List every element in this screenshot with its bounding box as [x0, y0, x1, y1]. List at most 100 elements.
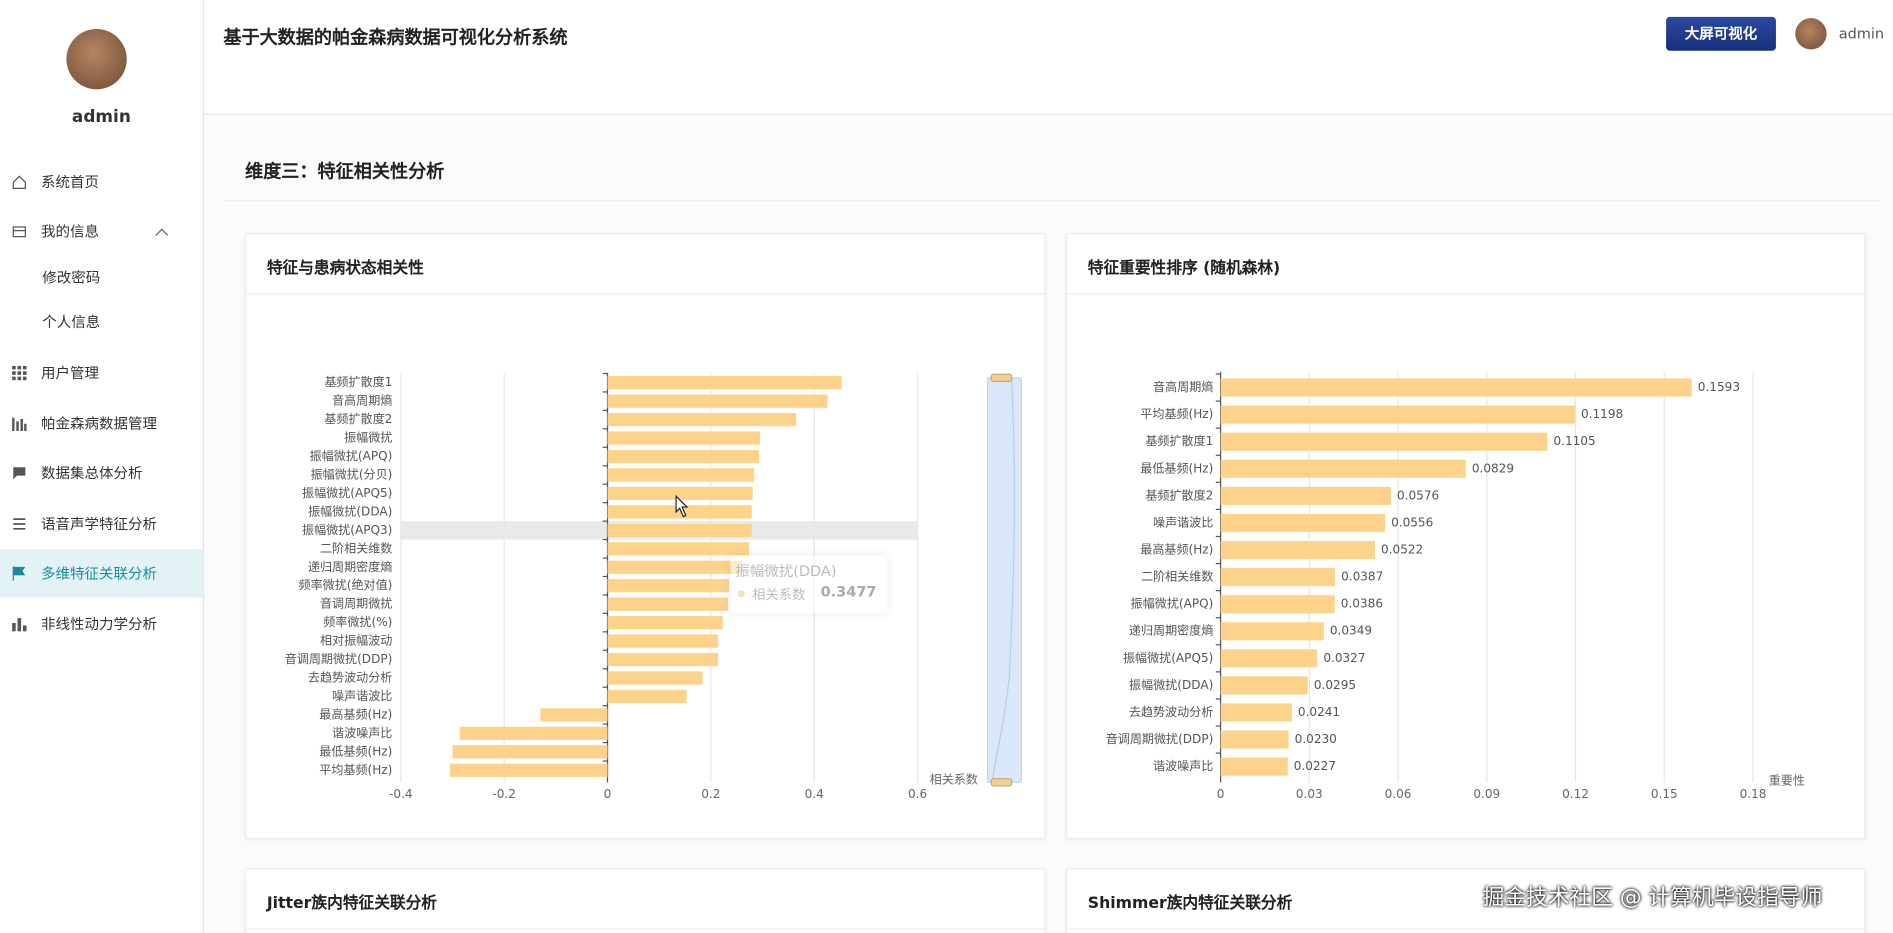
chevron	[155, 228, 169, 236]
y-tick-label: 噪声谐波比	[332, 689, 392, 703]
y-tick-label: 频率微扰(绝对值)	[299, 577, 393, 592]
chart-card: 特征重要性排序 (随机森林)	[1066, 233, 1866, 840]
bar	[607, 634, 719, 648]
y-tick-label: 音高周期熵	[1153, 379, 1213, 394]
value-label: 0.0576	[1397, 488, 1439, 502]
y-tick-label: 振幅微扰(APQ5)	[302, 485, 392, 500]
icon	[12, 175, 26, 189]
y-tick-label: 振幅微扰(DDA)	[1129, 677, 1213, 692]
header: 基于大数据的帕金森病数据可视化分析系统 大屏可视化 admin	[204, 0, 1893, 115]
menu-text: 我的信息	[41, 223, 100, 241]
y-tick-label: 振幅微扰(APQ)	[1131, 596, 1214, 611]
x-tick-label: 0.15	[1651, 787, 1678, 801]
bar	[607, 689, 687, 704]
divider	[223, 200, 1881, 202]
chart-card: Jitter族内特征关联分析	[245, 868, 1046, 933]
y-tick-label: 最低基频(Hz)	[319, 744, 392, 758]
avatar[interactable]	[66, 28, 127, 90]
value-label: 0.0556	[1391, 515, 1433, 529]
x-tick-label: 0.06	[1385, 787, 1412, 801]
bar	[1220, 703, 1292, 722]
bar	[607, 486, 753, 501]
y-tick-label: 平均基频(Hz)	[319, 763, 392, 777]
y-tick-label: 音调周期微扰(DDP)	[285, 651, 393, 666]
bar	[1220, 459, 1466, 478]
menu-text: 修改密码	[42, 269, 101, 287]
menu-text: 帕金森病数据管理	[41, 415, 157, 433]
bar	[607, 597, 728, 611]
y-tick-label: 音调周期微扰	[320, 596, 392, 611]
value-label: 0.0349	[1330, 624, 1372, 638]
tooltip-label: 相关系数	[752, 586, 806, 603]
y-tick-label: 去趋势波动分析	[308, 670, 392, 684]
axis-title: 相关系数	[930, 771, 978, 786]
bar	[607, 671, 703, 685]
y-tick-label: 振幅微扰(APQ3)	[302, 522, 392, 537]
sidebar: admin 系统首页 我的信息 修改密码 个人信息 用户管理 帕金森病数据管理 …	[0, 0, 205, 933]
dashboard-button[interactable]: 大屏可视化	[1666, 16, 1776, 51]
y-tick-label: 振幅微扰(APQ5)	[1123, 650, 1213, 665]
bar	[607, 615, 723, 630]
bar	[607, 394, 828, 408]
y-tick-label: 最高基频(Hz)	[1140, 542, 1213, 557]
divider	[246, 928, 1045, 930]
menu-text: 数据集总体分析	[41, 464, 143, 482]
menu-item[interactable]: 我的信息	[0, 208, 203, 256]
bar	[607, 523, 752, 537]
icon	[12, 618, 27, 632]
y-tick-label: 振幅微扰(分贝)	[311, 466, 393, 481]
y-tick-label: 二阶相关维数	[320, 540, 392, 555]
bar	[452, 745, 608, 759]
menu-item[interactable]: 帕金森病数据管理	[0, 400, 203, 448]
tooltip: 振幅微扰(DDA) 相关系数 0.3477	[730, 555, 888, 614]
y-tick-label: 二阶相关维数	[1141, 569, 1213, 584]
user-name[interactable]: admin	[1838, 25, 1885, 43]
x-tick-label: -0.4	[389, 787, 413, 801]
value-label: 0.0829	[1472, 461, 1514, 475]
bar	[1220, 757, 1288, 776]
value-label: 0.1593	[1698, 380, 1740, 394]
menu-item[interactable]: 用户管理	[0, 349, 203, 397]
y-tick-label: 递归周期密度熵	[308, 559, 392, 574]
icon	[12, 566, 26, 581]
bar	[607, 652, 719, 667]
menu-item[interactable]: 语音声学特征分析	[0, 500, 203, 548]
y-tick-label: 频率微扰(%)	[323, 614, 392, 629]
x-tick-label: 0.12	[1562, 787, 1589, 801]
x-tick-label: -0.2	[492, 787, 516, 801]
menu-item-active[interactable]: 多维特征关联分析	[0, 549, 203, 598]
bar	[1220, 676, 1308, 695]
menu-item[interactable]: 数据集总体分析	[0, 449, 203, 497]
cursor	[675, 494, 689, 518]
bar	[1220, 513, 1386, 532]
value-label: 0.1198	[1581, 407, 1623, 421]
divider	[1067, 928, 1865, 930]
zoom-track	[986, 377, 1022, 783]
value-label: 0.0522	[1381, 543, 1423, 557]
menu-item[interactable]: 非线性动力学分析	[0, 600, 203, 648]
bar	[607, 412, 797, 427]
bar	[607, 376, 842, 390]
user-avatar[interactable]	[1795, 18, 1827, 50]
bar	[1220, 405, 1575, 424]
menu-item[interactable]: 修改密码	[0, 254, 203, 302]
menu-item[interactable]: 个人信息	[0, 298, 203, 346]
y-tick-label: 相对振幅波动	[320, 633, 392, 648]
value-label: 0.0241	[1298, 705, 1340, 719]
watermark: 掘金技术社区 @ 计算机毕设指导师	[1482, 884, 1823, 911]
y-tick-label: 振幅微扰(DDA)	[308, 503, 392, 518]
y-tick-label: 最低基频(Hz)	[1140, 461, 1213, 475]
y-tick-label: 音高周期熵	[332, 393, 392, 408]
y-tick-label: 音调周期微扰(DDP)	[1106, 731, 1214, 746]
card-title: 特征重要性排序 (随机森林)	[1087, 259, 1281, 278]
y-tick-label: 最高基频(Hz)	[319, 706, 392, 721]
y-tick-label: 基频扩散度1	[324, 374, 392, 389]
bar	[459, 726, 608, 740]
y-tick-label: 振幅微扰(APQ)	[310, 448, 393, 463]
value-label: 0.0227	[1294, 759, 1336, 773]
x-tick-label: 0.03	[1296, 787, 1323, 801]
menu-item[interactable]: 系统首页	[0, 158, 203, 206]
x-tick-label: 0	[1217, 787, 1225, 801]
